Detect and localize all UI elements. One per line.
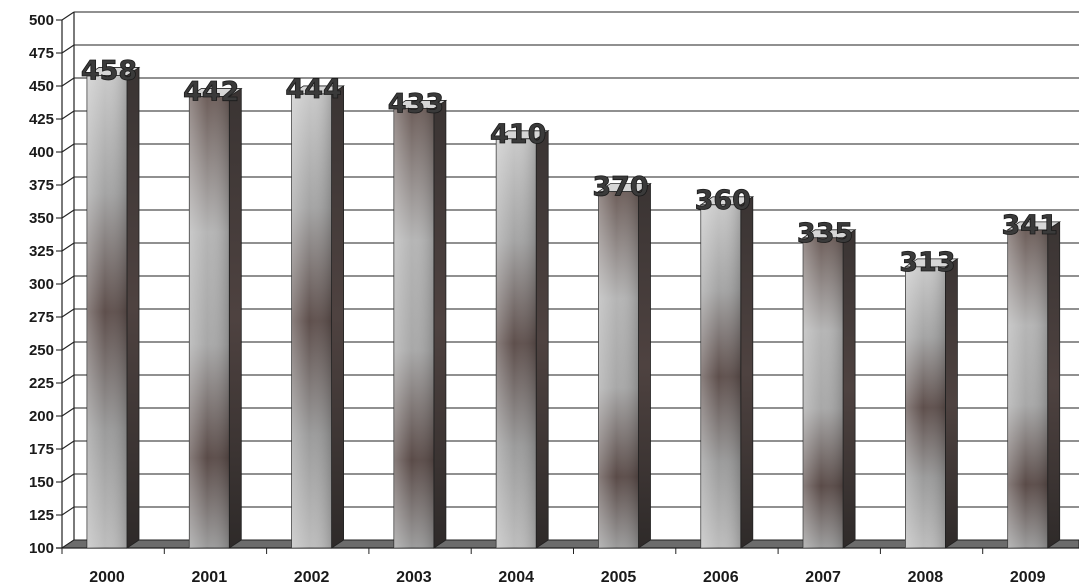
data-label: 360: [695, 185, 751, 216]
bar-2004: [494, 130, 550, 549]
y-tick-label: 350: [29, 210, 54, 227]
y-tick-label: 225: [29, 375, 54, 392]
data-label: 341: [1002, 210, 1058, 241]
x-axis-labels: 2000 2001 2002 2003 2004 2005 2006 2007 2008 2009: [89, 569, 1045, 586]
y-tick-label: 400: [29, 144, 54, 161]
y-tick-label: 425: [29, 111, 54, 128]
bar-side: [433, 99, 447, 549]
bar-sheen: [189, 96, 230, 548]
gridline-diagonal: [61, 440, 75, 450]
data-label: 442: [183, 77, 239, 108]
bar-2001: [187, 87, 243, 549]
gridline-diagonal: [61, 176, 75, 186]
y-tick-label: 175: [29, 441, 54, 458]
data-label: 370: [592, 172, 648, 203]
gridline-diagonal: [61, 44, 75, 54]
y-tick-label: 100: [29, 540, 54, 557]
x-tick-label: 2000: [89, 569, 125, 586]
data-label: 444: [285, 74, 341, 105]
y-tick-label: 250: [29, 342, 54, 359]
bar-2003: [392, 99, 448, 549]
bar-sheen: [598, 191, 639, 548]
gridline-diagonal: [61, 143, 75, 153]
bar-side: [126, 66, 140, 549]
bar-side: [945, 258, 958, 549]
y-tick-label: 275: [29, 309, 54, 326]
bar-side: [1047, 221, 1061, 549]
x-tick-label: 2003: [396, 569, 432, 586]
y-tick-label: 475: [29, 45, 54, 62]
gridline-diagonal: [61, 110, 75, 120]
gridline-diagonal: [61, 341, 75, 351]
data-labels: 458 442 444 433 410 370 360 335 313 341: [80, 55, 1058, 278]
bar-2006: [699, 196, 755, 549]
bar-2008: [904, 258, 959, 549]
x-tick-label: 2008: [908, 569, 944, 586]
bar-sheen: [1007, 229, 1048, 548]
bar-side: [331, 85, 345, 549]
data-label: 458: [81, 55, 137, 86]
y-tick-label: 450: [29, 78, 54, 95]
bar-sheen: [87, 75, 127, 548]
bar-side: [842, 229, 856, 549]
bar-side: [535, 130, 549, 549]
bar-2007: [801, 229, 857, 549]
bar-sheen: [700, 204, 741, 549]
bar-sheen: [291, 93, 332, 549]
gridline-diagonal: [61, 308, 75, 318]
bar-sheen: [496, 138, 537, 549]
data-label: 335: [797, 218, 853, 249]
y-tick-label: 125: [29, 507, 54, 524]
bar-2000: [85, 66, 141, 549]
gridline-diagonal: [61, 242, 75, 252]
gridline-diagonal: [61, 11, 75, 21]
bar-sheen: [905, 266, 946, 548]
x-tick-label: 2006: [703, 569, 739, 586]
bar-side: [638, 182, 651, 549]
x-tick-label: 2007: [805, 569, 841, 586]
bar-2005: [597, 182, 652, 549]
y-tick-label: 325: [29, 243, 54, 260]
gridline-diagonal: [61, 209, 75, 219]
gridline-diagonal: [61, 374, 75, 384]
x-tick-label: 2002: [294, 569, 330, 586]
y-tick-label: 500: [29, 12, 54, 29]
x-tick-label: 2005: [601, 569, 637, 586]
data-label: 410: [490, 119, 546, 150]
x-tick-label: 2004: [498, 569, 534, 586]
x-tick-label: 2001: [192, 569, 228, 586]
gridline-diagonal: [61, 275, 75, 285]
bar-side: [740, 196, 754, 549]
data-label: 313: [899, 247, 955, 278]
gridline-diagonal: [61, 407, 75, 417]
bar-sheen: [803, 237, 844, 549]
gridline-diagonal: [61, 506, 75, 516]
y-tick-label: 150: [29, 474, 54, 491]
y-tick-label: 375: [29, 177, 54, 194]
bar-sheen: [393, 108, 434, 548]
y-tick-label: 200: [29, 408, 54, 425]
bars: [85, 66, 1062, 549]
gridline-diagonal: [61, 77, 75, 87]
gridline-diagonal: [61, 473, 75, 483]
x-tick-label: 2009: [1010, 569, 1046, 586]
bar-2002: [290, 85, 345, 549]
bar-2009: [1006, 221, 1062, 549]
bar-side: [228, 87, 242, 549]
y-tick-label: 300: [29, 276, 54, 293]
data-label: 433: [388, 88, 444, 119]
